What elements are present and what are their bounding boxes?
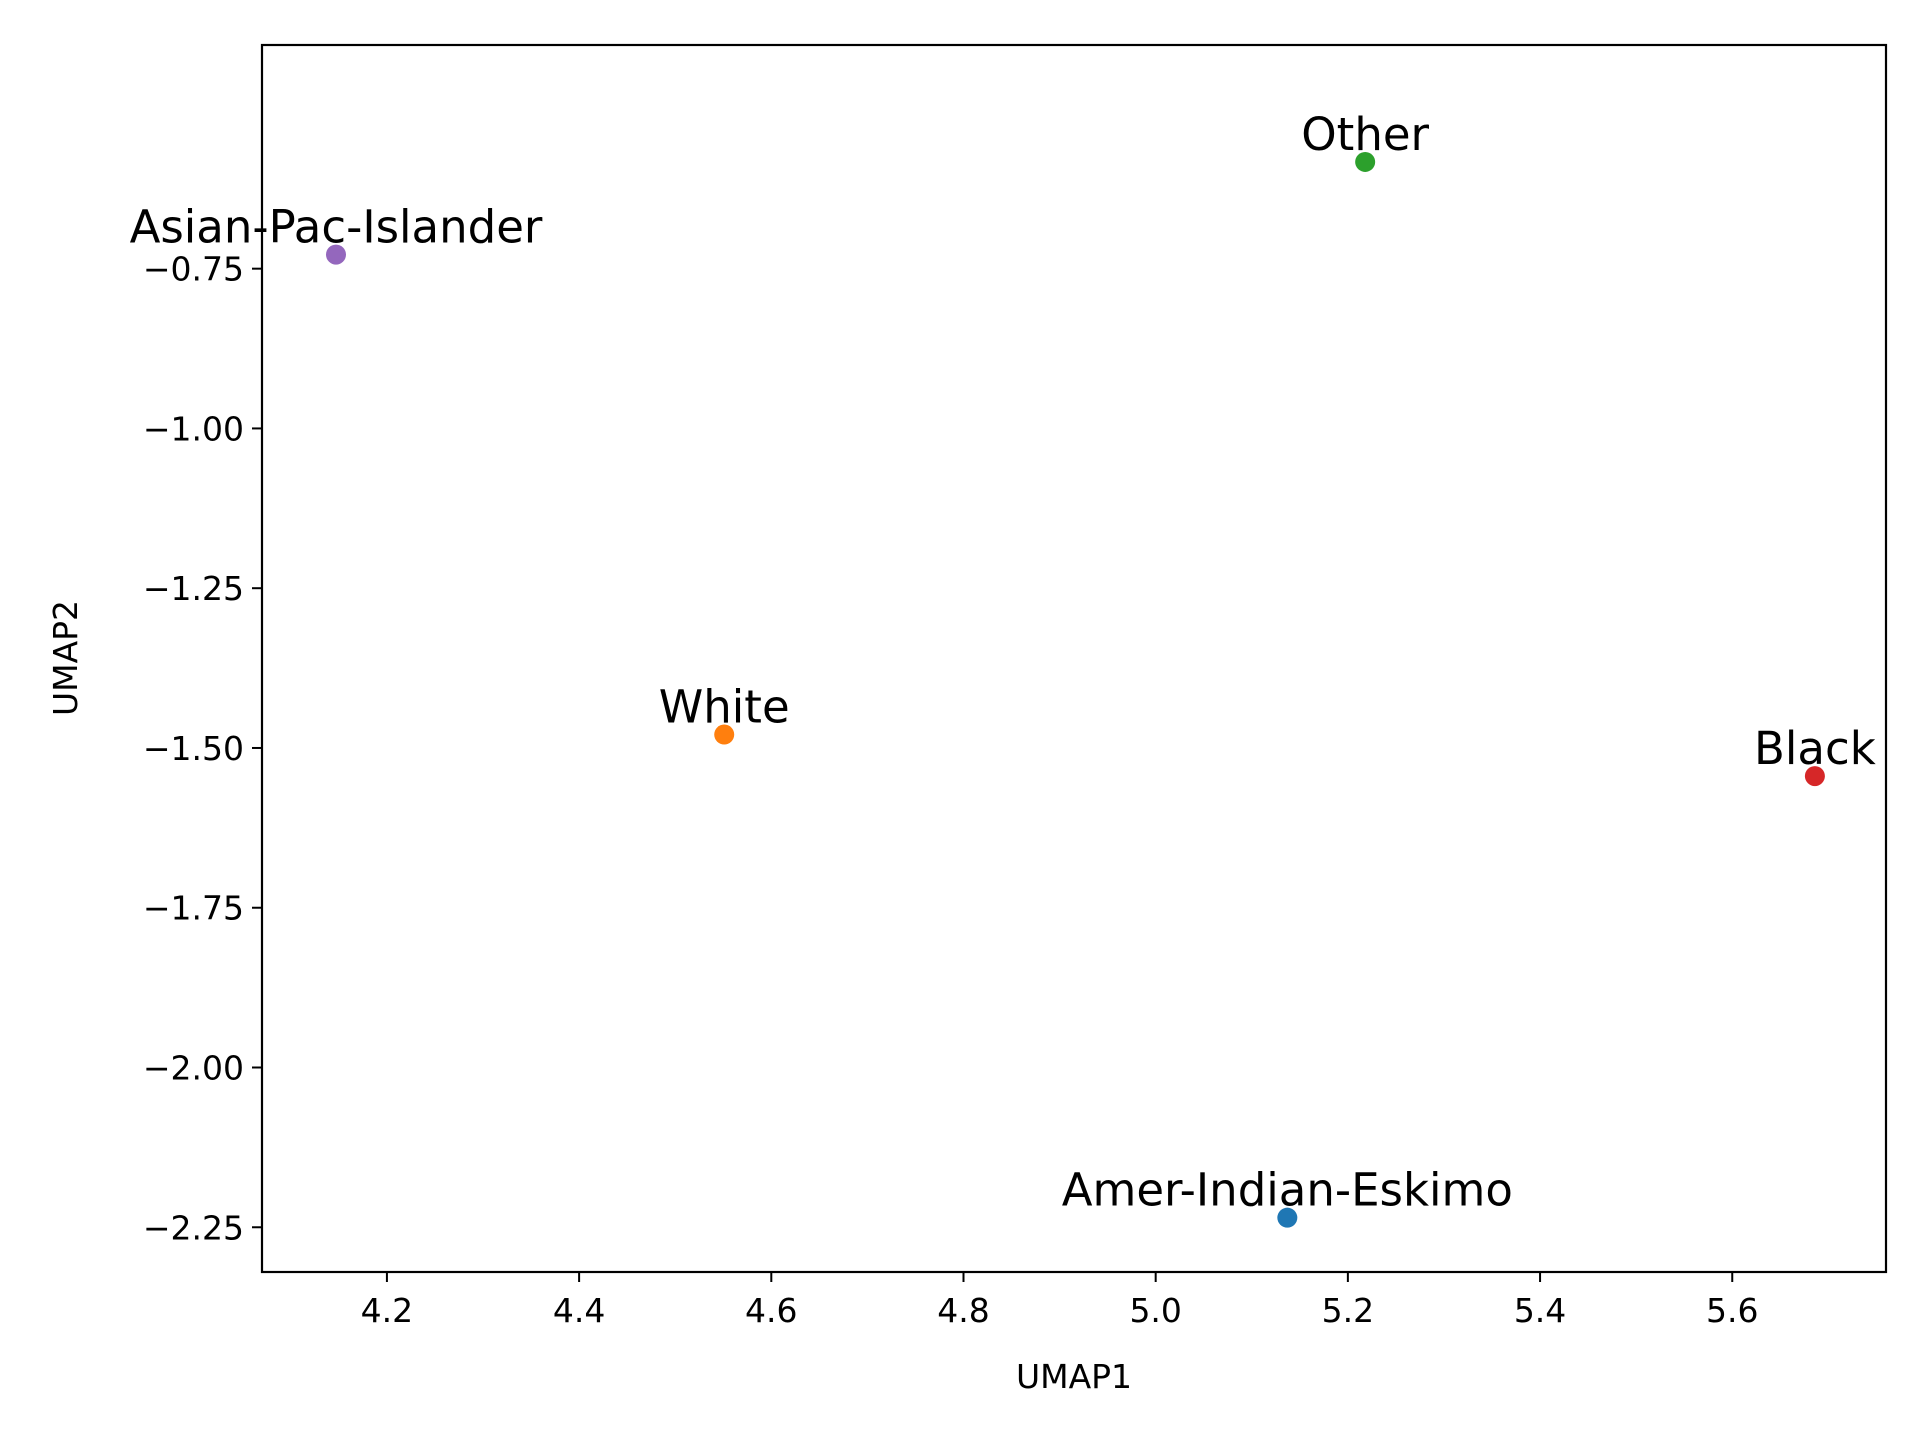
y-tick-label: −2.00 xyxy=(143,1049,244,1088)
x-tick-label: 4.4 xyxy=(553,1291,605,1330)
data-point-label: White xyxy=(659,681,790,734)
data-point-label: Other xyxy=(1301,108,1429,161)
data-point xyxy=(1277,1207,1298,1228)
data-point xyxy=(325,244,346,265)
plot-background xyxy=(262,45,1886,1272)
data-point xyxy=(1355,151,1376,172)
y-tick-label: −0.75 xyxy=(143,250,244,289)
data-point-label: Asian-Pac-Islander xyxy=(130,201,543,254)
x-tick-label: 5.4 xyxy=(1514,1291,1566,1330)
data-point-label: Amer-Indian-Eskimo xyxy=(1062,1164,1513,1217)
y-tick-label: −1.50 xyxy=(143,729,244,768)
x-tick-label: 4.6 xyxy=(745,1291,797,1330)
y-axis-label: UMAP2 xyxy=(46,600,85,716)
data-point xyxy=(1804,766,1825,787)
x-axis-label: UMAP1 xyxy=(1016,1357,1132,1396)
plot-frame xyxy=(260,43,1888,1274)
x-tick-label: 4.8 xyxy=(937,1291,989,1330)
data-point-labels: Amer-Indian-Eskimo White Other Black Asian-P… xyxy=(130,108,1876,1217)
x-axis-ticks: 4.2 4.4 4.6 4.8 5.0 5.2 5.4 5.6 xyxy=(361,1272,1758,1330)
y-axis-ticks: −0.75 −1.00 −1.25 −1.50 −1.75 −2.00 −2.25 xyxy=(143,250,262,1247)
y-tick-label: −1.25 xyxy=(143,569,244,608)
x-tick-label: 4.2 xyxy=(361,1291,413,1330)
y-tick-label: −2.25 xyxy=(143,1208,244,1247)
data-points xyxy=(325,151,1825,1228)
y-tick-label: −1.00 xyxy=(143,409,244,448)
x-tick-label: 5.2 xyxy=(1322,1291,1374,1330)
y-tick-label: −1.75 xyxy=(143,889,244,928)
data-point-label: Black xyxy=(1754,722,1876,775)
x-tick-label: 5.0 xyxy=(1129,1291,1181,1330)
data-point xyxy=(714,724,735,745)
x-tick-label: 5.6 xyxy=(1706,1291,1758,1330)
